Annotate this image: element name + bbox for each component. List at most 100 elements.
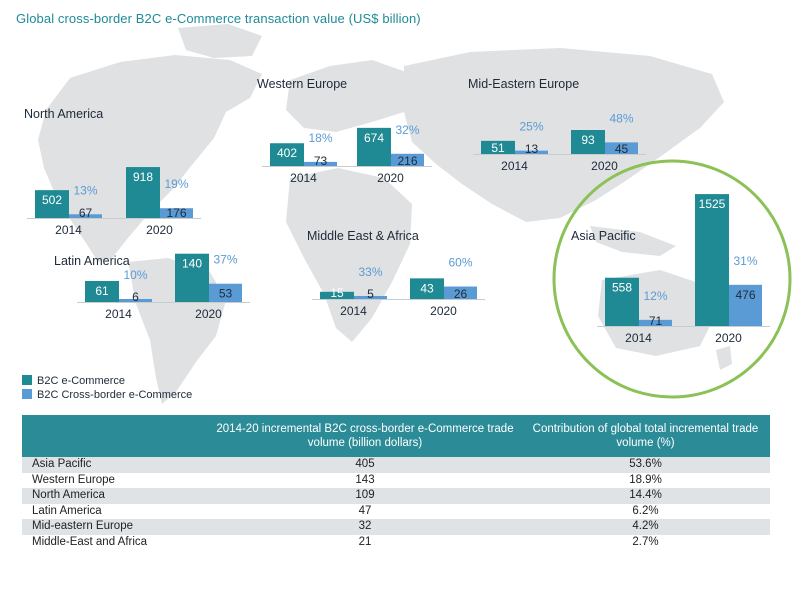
bar-b2c-2014 [35, 190, 69, 218]
bar-cross-border-2020 [391, 153, 424, 166]
category-label-2014: 2014 [501, 159, 528, 173]
legend-swatch-b2c [22, 375, 32, 385]
value-label-b2c-2014: 502 [42, 193, 62, 207]
table-cell-region: Latin America [22, 503, 209, 519]
table-header-row: 2014-20 incremental B2C cross-border e-C… [22, 415, 770, 457]
share-label-2020: 32% [395, 123, 419, 137]
bar-cross-border-2014 [119, 299, 152, 302]
bar-cross-border-2014 [304, 161, 337, 166]
table-row: North America 109 14.4% [22, 488, 770, 504]
bar-b2c-2014 [481, 140, 515, 154]
value-label-cross-border-2020: 26 [454, 287, 468, 301]
table-cell-contribution: 18.9% [521, 472, 770, 488]
region-title: Asia Pacific [571, 229, 636, 243]
region-title: Latin America [54, 254, 130, 268]
value-label-b2c-2020: 93 [581, 133, 595, 147]
category-label-2020: 2020 [146, 223, 173, 237]
legend-label-cross-border: B2C Cross-border e-Commerce [37, 389, 193, 401]
bar-b2c-2020 [695, 194, 729, 326]
table-cell-contribution: 53.6% [521, 457, 770, 473]
table-cell-contribution: 4.2% [521, 519, 770, 535]
table-cell-volume: 143 [209, 472, 521, 488]
world-map-background [38, 24, 732, 404]
value-label-cross-border-2014: 13 [525, 142, 539, 156]
share-label-2020: 19% [164, 177, 188, 191]
table-cell-volume: 47 [209, 503, 521, 519]
value-label-cross-border-2020: 45 [615, 142, 629, 156]
table-row: Asia Pacific 405 53.6% [22, 457, 770, 473]
region-chart-asia-pacific: Asia Pacific 558 71 12% 2014 1525 476 31% 2020 [571, 194, 770, 345]
chart-title: Global cross-border B2C e-Commerce trans… [16, 11, 421, 26]
table-cell-region: Western Europe [22, 472, 209, 488]
share-label-2014: 25% [519, 120, 543, 134]
category-label-2020: 2020 [430, 304, 457, 318]
value-label-cross-border-2014: 73 [314, 154, 328, 168]
table-row: Mid-eastern Europe 32 4.2% [22, 519, 770, 535]
bar-cross-border-2014 [69, 214, 102, 218]
bar-b2c-2020 [357, 127, 391, 166]
bar-cross-border-2014 [639, 319, 672, 326]
value-label-b2c-2020: 140 [182, 257, 202, 271]
value-label-b2c-2014: 15 [330, 286, 344, 300]
category-label-2014: 2014 [625, 331, 652, 345]
value-label-b2c-2014: 51 [491, 141, 505, 155]
table-row: Middle-East and Africa 21 2.7% [22, 534, 770, 550]
region-chart-mid-eastern-europe: Mid-Eastern Europe 51 13 25% 2014 93 45 48% 2020 [468, 77, 646, 173]
bar-cross-border-2020 [444, 286, 477, 299]
region-chart-western-europe: Western Europe 402 73 18% 2014 674 216 32% 2020 [257, 77, 432, 185]
region-chart-middle-east-africa: Middle East & Africa 15 5 33% 2014 43 26 60% 202… [307, 229, 485, 318]
legend-item-b2c: B2C e-Commerce [22, 375, 125, 387]
category-label-2020: 2020 [195, 307, 222, 321]
bar-cross-border-2014 [515, 150, 548, 154]
incremental-trade-table: 2014-20 incremental B2C cross-border e-C… [22, 415, 770, 550]
table-cell-region: Middle-East and Africa [22, 534, 209, 550]
regional-bar-charts: North America5026713%201491817619%2020We… [24, 77, 792, 399]
table-cell-volume: 21 [209, 534, 521, 550]
value-label-b2c-2020: 918 [133, 170, 153, 184]
category-label-2014: 2014 [290, 171, 317, 185]
category-label-2020: 2020 [377, 171, 404, 185]
table-row: Western Europe 143 18.9% [22, 472, 770, 488]
bar-b2c-2020 [571, 130, 605, 154]
region-chart-north-america: North America 502 67 13% 2014 918 176 19% 2020 [24, 107, 201, 237]
category-label-2014: 2014 [55, 223, 82, 237]
share-label-2020: 31% [733, 254, 757, 268]
share-label-2014: 18% [308, 131, 332, 145]
value-label-cross-border-2014: 67 [79, 206, 93, 220]
legend-label-b2c: B2C e-Commerce [37, 375, 126, 387]
share-label-2020: 60% [448, 256, 472, 270]
table-cell-region: North America [22, 488, 209, 504]
bar-b2c-2020 [175, 253, 209, 302]
bar-b2c-2020 [410, 278, 444, 299]
region-title: Middle East & Africa [307, 229, 419, 243]
legend-item-cross-border: B2C Cross-border e-Commerce [22, 389, 192, 401]
table-cell-volume: 109 [209, 488, 521, 504]
legend-swatch-cross-border [22, 389, 32, 399]
bar-b2c-2020 [126, 167, 160, 218]
value-label-cross-border-2020: 176 [166, 206, 186, 220]
share-label-2020: 48% [609, 111, 633, 125]
bar-cross-border-2020 [605, 142, 638, 154]
share-label-2014: 13% [73, 183, 97, 197]
value-label-cross-border-2014: 5 [367, 287, 374, 301]
value-label-cross-border-2020: 476 [735, 288, 755, 302]
bar-b2c-2014 [605, 277, 639, 326]
table-cell-contribution: 6.2% [521, 503, 770, 519]
value-label-b2c-2020: 43 [420, 281, 434, 295]
bar-cross-border-2020 [729, 284, 762, 326]
table-cell-region: Mid-eastern Europe [22, 519, 209, 535]
value-label-b2c-2014: 61 [95, 284, 109, 298]
category-label-2020: 2020 [715, 331, 742, 345]
bar-b2c-2014 [85, 280, 119, 302]
region-title: Western Europe [257, 77, 347, 91]
value-label-cross-border-2020: 53 [219, 287, 233, 301]
value-label-b2c-2014: 402 [277, 146, 297, 160]
bar-cross-border-2014 [354, 296, 387, 299]
table-header-region [22, 415, 209, 457]
table-cell-region: Asia Pacific [22, 457, 209, 473]
table-cell-contribution: 2.7% [521, 534, 770, 550]
value-label-cross-border-2020: 216 [397, 154, 417, 168]
share-label-2020: 37% [213, 253, 237, 267]
bar-cross-border-2020 [160, 208, 193, 218]
share-label-2014: 12% [643, 289, 667, 303]
